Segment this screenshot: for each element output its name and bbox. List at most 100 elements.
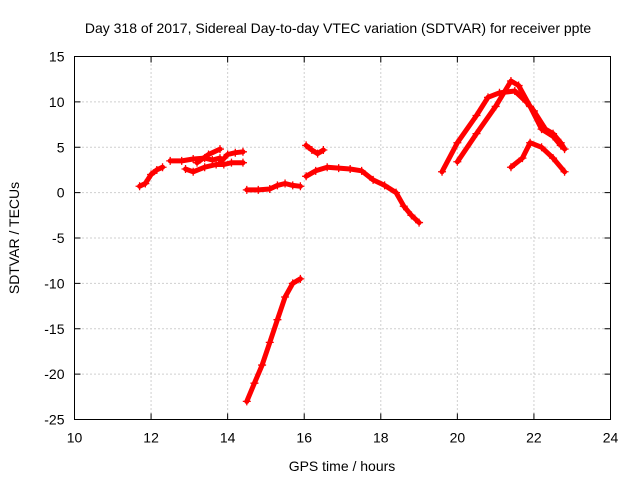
y-tick-label: -20 [44,366,64,382]
data-point [231,148,240,157]
data-point [302,172,311,181]
data-point [265,338,274,347]
data-point [208,155,217,164]
series-line [303,164,422,226]
data-point [407,211,416,220]
data-point [453,138,462,147]
x-tick-label: 14 [220,430,236,446]
data-point [215,158,224,167]
data-point [346,165,355,174]
data-point [215,145,224,154]
data-point [537,125,546,134]
x-tick-label: 18 [373,430,389,446]
data-point [399,202,408,211]
data-point [141,179,150,188]
data-point [491,102,500,111]
y-tick-label: -25 [44,412,64,428]
data-point [549,132,558,141]
data-point [392,188,401,197]
data-point [242,397,251,406]
data-point [380,181,389,190]
axis-ticks: 10 12 14 16 18 20 22 24 -25 -20 -15 -10 -5 0 5 10 15 [44,49,618,446]
data-point [242,185,251,194]
x-tick-label: 12 [143,430,159,446]
y-tick-label: 0 [57,185,65,201]
data-point [288,279,297,288]
data-point [472,129,481,138]
data-point [483,93,492,102]
series-layer [135,77,569,406]
x-tick-label: 20 [450,430,466,446]
y-tick-label: 5 [57,139,65,155]
data-point [526,102,535,111]
y-tick-label: 15 [49,49,65,65]
data-point [556,141,565,150]
x-tick-label: 24 [603,430,619,446]
x-axis-label: GPS time / hours [289,458,396,474]
data-point [518,154,527,163]
data-point [311,166,320,175]
data-point [506,77,515,86]
data-point [273,181,282,190]
data-point [526,138,535,147]
data-point [453,157,462,166]
data-point [281,179,290,188]
data-point [319,145,328,154]
data-point [193,158,202,167]
data-point [158,163,167,172]
data-point [254,185,263,194]
data-point [302,141,311,150]
data-point [238,147,247,156]
data-point [506,163,515,172]
data-point [135,182,144,191]
y-tick-label: -15 [44,321,64,337]
x-tick-label: 22 [526,430,542,446]
y-tick-label: -10 [44,275,64,291]
data-point [152,165,161,174]
x-tick-label: 16 [296,430,312,446]
series-line [244,276,303,404]
data-point [560,167,569,176]
data-point [200,163,209,172]
data-point [369,175,378,184]
data-point [177,156,186,165]
data-point [227,158,236,167]
data-point [223,150,232,159]
data-point [281,292,290,301]
series-line [303,142,326,157]
data-point [273,315,282,324]
y-tick-label: 10 [49,94,65,110]
data-point [307,145,316,154]
data-point [189,167,198,176]
data-point [472,111,481,120]
data-point [357,166,366,175]
data-point [204,150,213,159]
data-point [438,167,447,176]
data-point [296,182,305,191]
data-point [510,86,519,95]
data-point [189,155,198,164]
y-tick-label: -5 [52,230,65,246]
x-tick-label: 10 [67,430,83,446]
data-point [250,379,259,388]
data-point [415,218,424,227]
data-point [323,163,332,172]
data-point [549,154,558,163]
data-point [147,170,156,179]
data-point [560,145,569,154]
data-point [258,361,267,370]
data-point [265,184,274,193]
data-point [296,274,305,283]
y-axis-label: SDTVAR / TECUs [6,182,22,294]
data-point [238,158,247,167]
data-point [288,181,297,190]
data-point [166,156,175,165]
plot-frame [74,56,611,420]
series-line [508,140,568,175]
data-point [537,143,546,152]
data-point [514,81,523,90]
data-point [181,165,190,174]
chart-title: Day 318 of 2017, Sidereal Day-to-day VTE… [85,20,592,36]
data-point [313,149,322,158]
